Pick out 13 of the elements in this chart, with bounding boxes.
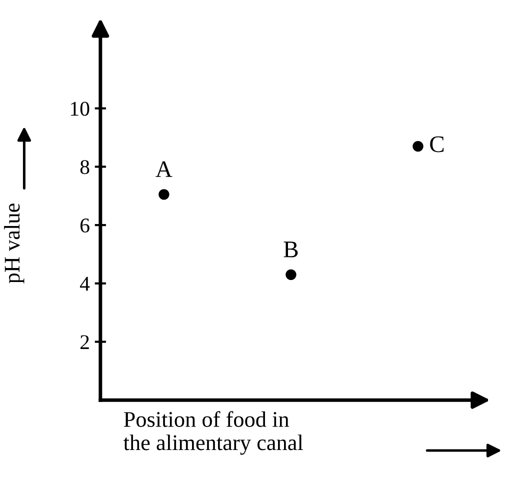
y-tick-label: 4 [80,276,90,291]
y-tick-label: 10 [71,102,90,116]
x-axis-title: Position of food in the alimentary canal [124,411,303,455]
point [412,140,424,152]
series-label: A [156,161,172,177]
y-tick-label: 2 [80,335,89,349]
series-label: C [430,136,444,152]
point [158,189,170,200]
series-label: B [284,242,298,258]
point [286,269,296,280]
y-tick-label: 8 [80,160,90,174]
y-tick-label: 6 [80,218,90,233]
y-axis-title: pH value [4,204,24,284]
